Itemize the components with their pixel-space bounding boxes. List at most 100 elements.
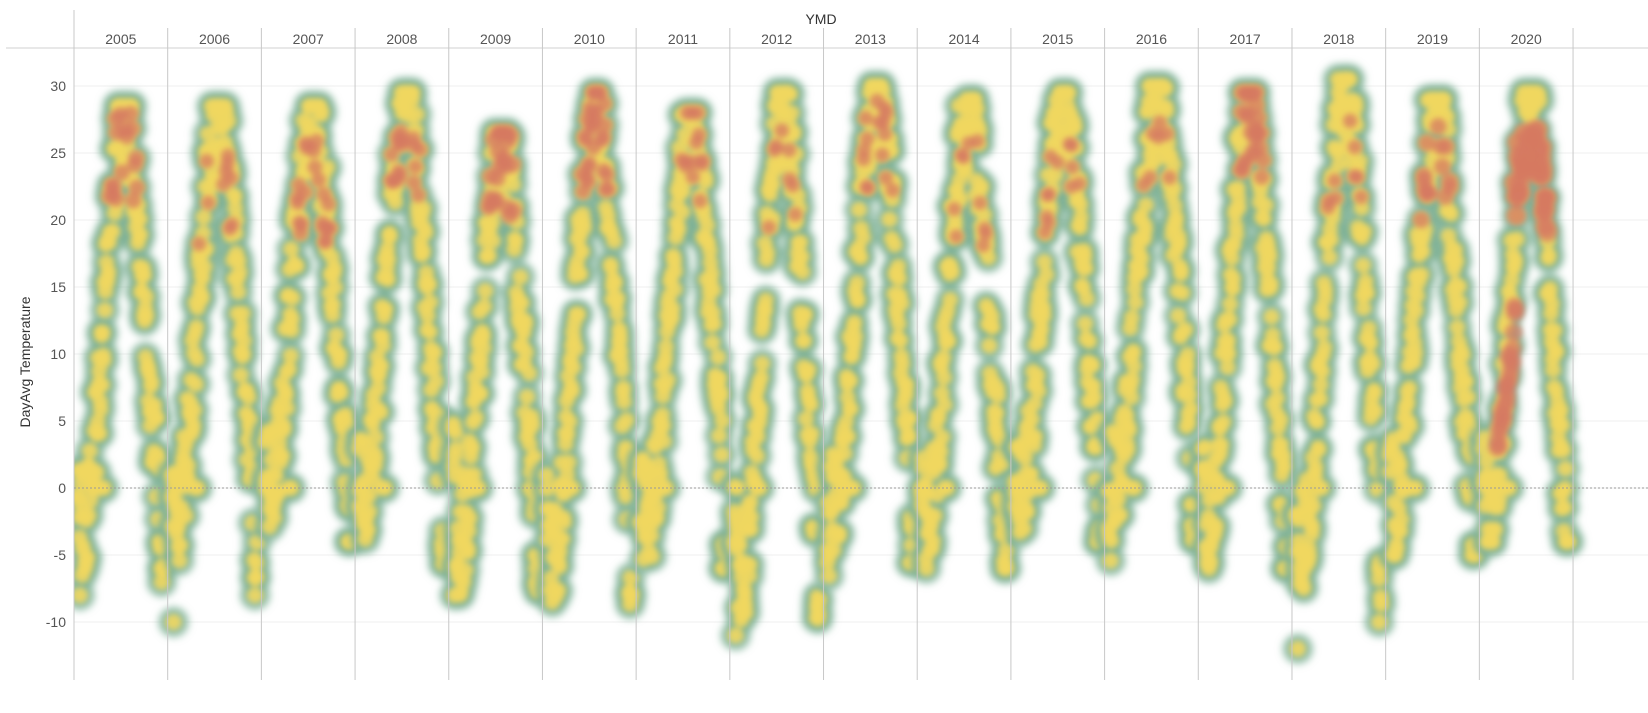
density-core-point xyxy=(1125,358,1142,375)
density-core-point xyxy=(609,290,626,307)
density-core-point xyxy=(782,85,799,102)
density-hot-point xyxy=(690,105,706,121)
density-hot-point xyxy=(947,202,962,217)
density-core-point xyxy=(934,429,951,446)
panel-header-2018: 2018 xyxy=(1323,31,1354,47)
density-core-point xyxy=(1313,324,1330,341)
density-core-point xyxy=(226,188,243,205)
density-core-point xyxy=(1301,547,1318,564)
density-hot-point xyxy=(487,191,504,208)
density-core-point xyxy=(705,281,722,298)
density-core-point xyxy=(475,340,492,357)
density-core-point xyxy=(1170,307,1187,324)
density-core-point xyxy=(1362,335,1379,352)
density-core-point xyxy=(485,232,502,249)
density-core-point xyxy=(851,201,868,218)
density-core-point xyxy=(797,306,814,323)
panel-header-2015: 2015 xyxy=(1042,31,1073,47)
density-core-point xyxy=(1269,369,1286,386)
density-core-point xyxy=(613,362,630,379)
density-core-point xyxy=(1182,400,1199,417)
density-hot-point xyxy=(113,164,130,181)
density-core-point xyxy=(171,552,188,569)
density-core-point xyxy=(846,314,863,331)
density-core-point xyxy=(408,106,425,123)
density-core-point xyxy=(267,467,284,484)
density-core-point xyxy=(831,525,848,542)
density-core-point xyxy=(465,466,482,483)
density-core-point xyxy=(918,560,935,577)
density-core-point xyxy=(1060,84,1077,101)
density-core-point xyxy=(1355,300,1372,317)
density-core-point xyxy=(550,582,567,599)
density-core-point xyxy=(325,296,342,313)
density-core-point xyxy=(319,159,336,176)
density-core-point xyxy=(852,249,869,266)
density-core-point xyxy=(1305,497,1322,514)
density-core-point xyxy=(998,560,1015,577)
density-core-point xyxy=(1267,338,1284,355)
density-core-point xyxy=(703,265,720,282)
density-hot-point xyxy=(318,233,334,249)
density-core-point xyxy=(81,442,98,459)
density-hot-2008 xyxy=(383,124,428,203)
density-core-point xyxy=(1314,363,1331,380)
density-core-point xyxy=(196,258,213,275)
density-core-point xyxy=(149,409,166,426)
y-tick-label: 25 xyxy=(50,145,66,161)
density-core-point xyxy=(565,359,582,376)
y-tick-label: 30 xyxy=(50,78,66,94)
density-core-point xyxy=(283,241,300,258)
density-core-point xyxy=(990,387,1007,404)
density-hot-point xyxy=(105,178,122,195)
density-core-point xyxy=(609,305,626,322)
density-core-point xyxy=(136,267,153,284)
density-core-point xyxy=(94,376,111,393)
density-core-point xyxy=(326,259,343,276)
density-core-point xyxy=(1220,345,1237,362)
panel-header-2008: 2008 xyxy=(386,31,417,47)
density-core-point xyxy=(644,548,661,565)
density-core-point xyxy=(650,499,667,516)
density-core-point xyxy=(655,433,672,450)
density-core-point xyxy=(1125,343,1142,360)
density-core-point xyxy=(714,412,731,429)
density-core-point xyxy=(1364,355,1381,372)
density-core-point xyxy=(524,416,541,433)
density-core-point xyxy=(749,428,766,445)
density-core-point xyxy=(574,243,591,260)
density-core-point xyxy=(230,252,247,269)
density-core-point xyxy=(1208,518,1225,535)
density-core-point xyxy=(80,507,97,524)
density-core-point xyxy=(1022,465,1039,482)
density-core-point xyxy=(507,232,524,249)
density-core-point xyxy=(185,416,202,433)
density-core-point xyxy=(177,507,194,524)
density-core-point xyxy=(473,352,490,369)
density-core-point xyxy=(100,263,117,280)
density-core-point xyxy=(79,549,96,566)
density-core-point xyxy=(1261,248,1278,265)
density-core-point xyxy=(940,333,957,350)
density-core-point xyxy=(699,217,716,234)
density-hot-point xyxy=(956,150,971,165)
density-core-point xyxy=(1038,266,1055,283)
density-core-point xyxy=(1078,290,1095,307)
density-hot-point xyxy=(685,169,701,185)
density-hot-point xyxy=(879,105,894,120)
density-core-point xyxy=(711,427,728,444)
density-core-point xyxy=(415,242,432,259)
density-hot-point xyxy=(320,196,336,212)
density-core-point xyxy=(1230,199,1247,216)
density-core-point xyxy=(374,337,391,354)
density-hot-point xyxy=(201,195,216,210)
density-core-point xyxy=(1137,197,1154,214)
density-core-point xyxy=(92,401,109,418)
y-tick-label: -5 xyxy=(54,547,67,563)
y-tick-label: 10 xyxy=(50,346,66,362)
panel-header-2020: 2020 xyxy=(1511,31,1542,47)
density-core-point xyxy=(1086,388,1103,405)
density-core-point xyxy=(1121,422,1138,439)
density-core-point xyxy=(1310,441,1327,458)
